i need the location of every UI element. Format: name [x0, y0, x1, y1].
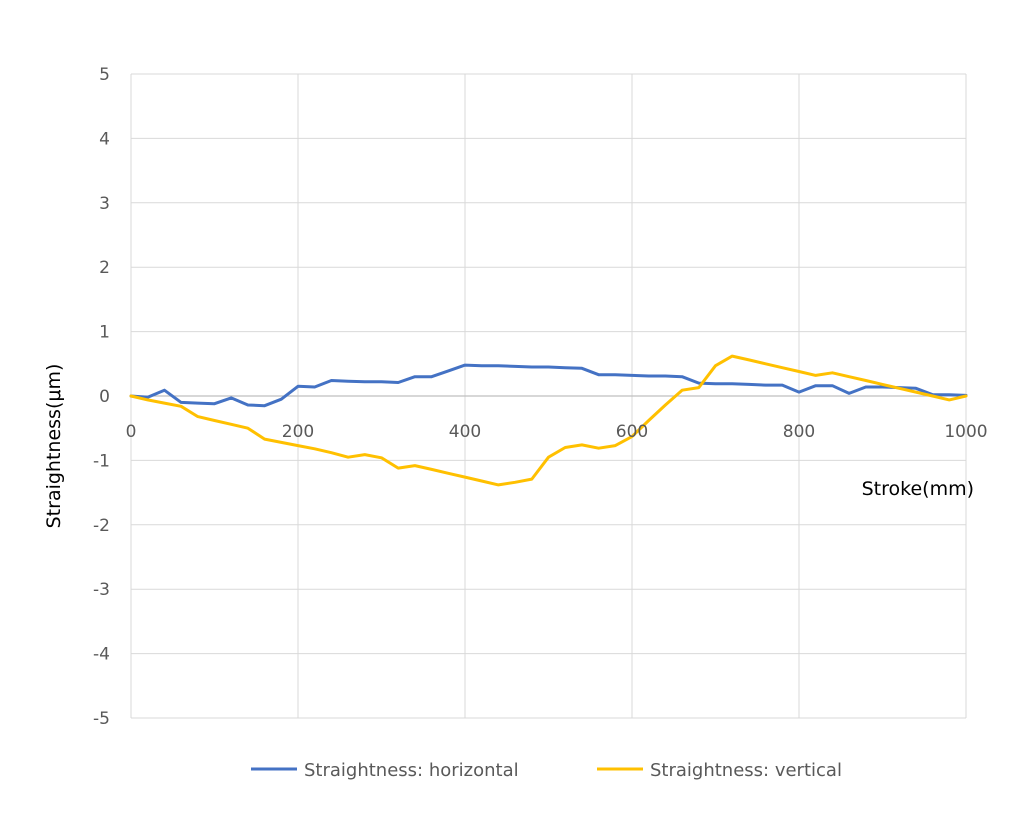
y-tick-label: 3 [99, 194, 110, 214]
y-tick-label: 0 [99, 387, 110, 407]
y-tick-label: -3 [93, 580, 110, 600]
x-tick-label: 600 [616, 422, 648, 442]
y-tick-label: 1 [99, 323, 110, 343]
tick-labels: 5 4 3 2 1 0 -1 -2 -3 -4 -5 0 200 400 600 800 1000 [93, 65, 988, 729]
y-tick-label: -5 [93, 709, 110, 729]
legend-label: Straightness: horizontal [304, 760, 519, 781]
series-line-2 [129, 354, 968, 487]
legend: Straightness: horizontal Straightness: ve… [251, 760, 842, 781]
x-tick-label: 0 [126, 422, 137, 442]
x-tick-label: 800 [783, 422, 815, 442]
y-tick-label: -4 [93, 645, 110, 665]
x-tick-label: 1000 [944, 422, 987, 442]
y-tick-label: 2 [99, 258, 110, 278]
series-line-1 [129, 363, 968, 408]
x-tick-label: 400 [449, 422, 481, 442]
x-axis-title: Stroke(mm) [862, 478, 974, 500]
y-axis-title: Straightness(μm) [43, 364, 65, 529]
y-tick-label: -2 [93, 516, 110, 536]
series-lines [129, 354, 968, 487]
y-tick-label: -1 [93, 451, 110, 471]
x-tick-label: 200 [282, 422, 314, 442]
legend-label: Straightness: vertical [650, 760, 842, 781]
y-tick-label: 4 [99, 129, 110, 149]
y-tick-label: 5 [99, 65, 110, 85]
